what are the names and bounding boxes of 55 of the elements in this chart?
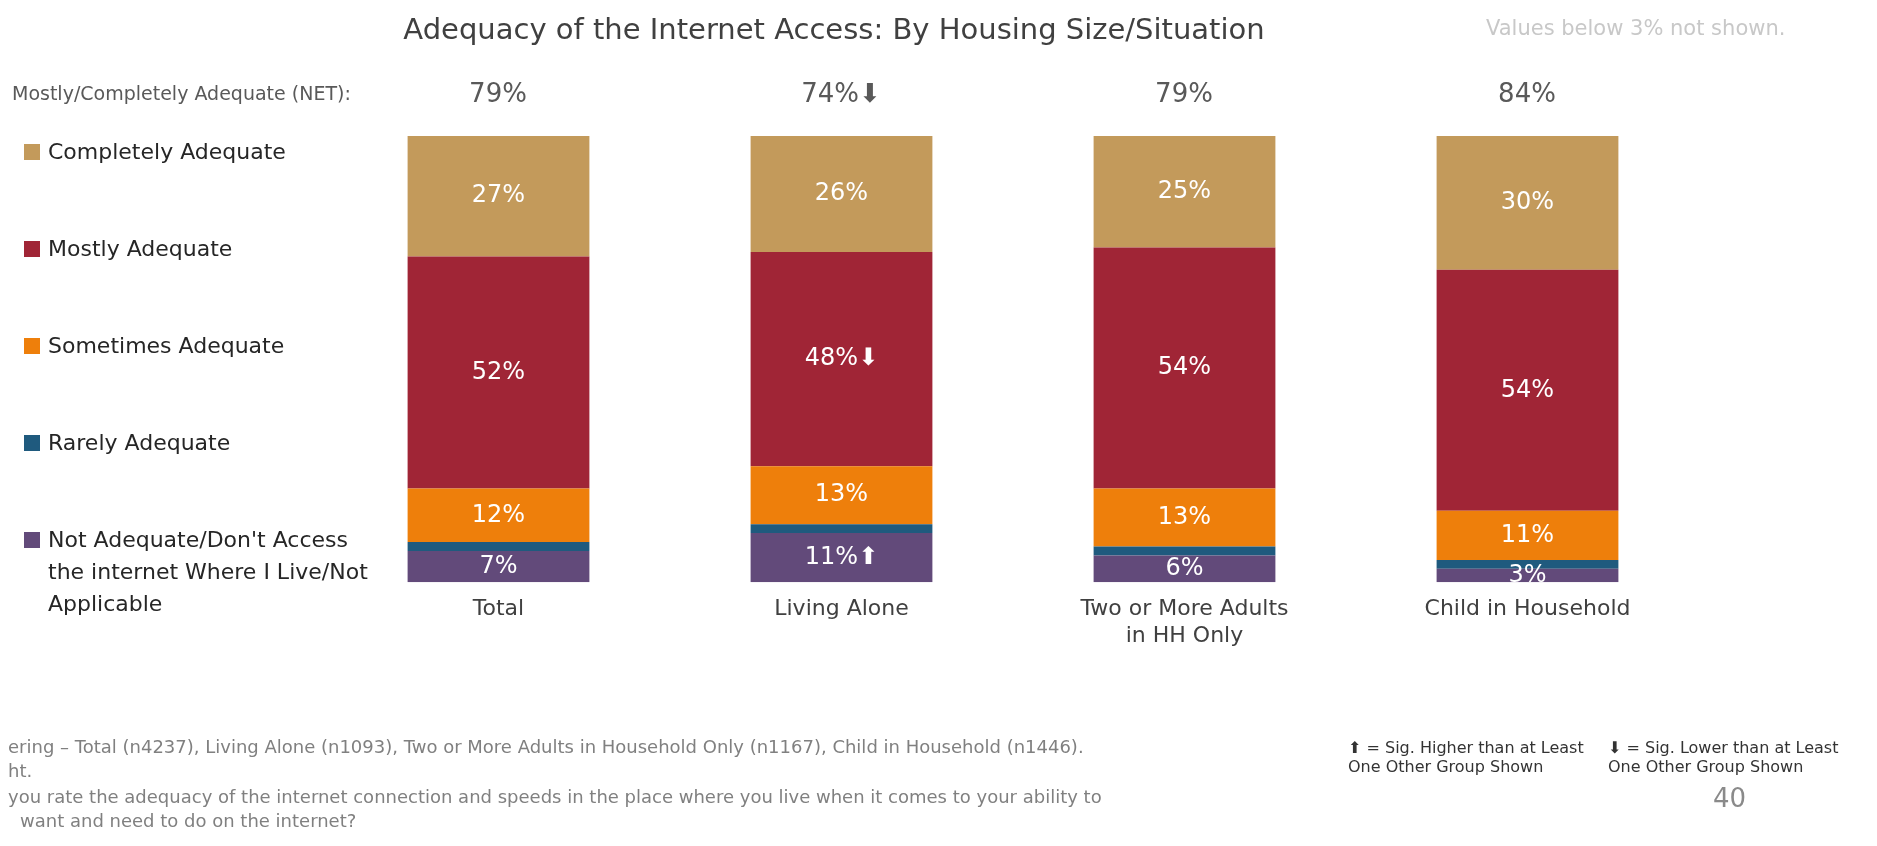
data-label: 54%: [1500, 374, 1555, 403]
data-label: 30%: [1500, 187, 1555, 216]
data-label: 11%⬆: [804, 541, 879, 570]
text: ering – Total (n4237), Living Alone (n1093), Two or More Adults in Household Only (n1167), Child in Household (n1446).: [8, 736, 1084, 758]
x-tick-label: Two or More Adults in HH Only: [1079, 595, 1289, 647]
bar: [1436, 510, 1619, 560]
data-label: 54%: [1157, 352, 1212, 381]
data-label: 6%: [1165, 553, 1204, 582]
bar: [1436, 269, 1619, 511]
bar: [750, 533, 933, 583]
data-label: 12%: [471, 499, 526, 528]
bar: [750, 466, 933, 525]
text: ht.: [8, 760, 33, 782]
bar: [750, 524, 933, 534]
text: ⬇ = Sig. Lower than at Least One Other Group Shown: [1608, 738, 1840, 777]
bar: [407, 136, 590, 257]
bar: [1093, 247, 1276, 489]
bar: [750, 136, 933, 253]
bar: [407, 256, 590, 489]
data-label: 25%: [1157, 176, 1212, 205]
legend-label: Mostly Adequate: [48, 235, 233, 263]
x-tick-label: Living Alone: [774, 595, 909, 621]
bar: [407, 542, 590, 551]
text: 84%: [1497, 78, 1557, 110]
bar: [1093, 555, 1276, 583]
text: 40: [1713, 783, 1747, 815]
x-tick-label: Child in Household: [1424, 595, 1631, 621]
data-label: 7%: [479, 550, 518, 579]
text: 79%: [468, 78, 528, 110]
text: 79%: [1154, 78, 1214, 110]
text: ⬆ = Sig. Higher than at Least One Other Group Shown: [1348, 738, 1585, 777]
x-tick-label: Total: [471, 595, 525, 621]
data-label: 52%: [471, 356, 526, 385]
text: want and need to do on the internet?: [20, 810, 357, 832]
chart-title: Adequacy of the Internet Access: By Housing Size/Situation: [402, 12, 1266, 46]
bar: [1093, 488, 1276, 547]
data-label: 13%: [1157, 501, 1212, 530]
data-label: 13%: [814, 479, 869, 508]
data-label: 26%: [814, 178, 869, 207]
bar: [750, 252, 933, 467]
legend-label: Not Adequate/Don't Access the internet Where I Live/Not Applicable: [48, 526, 369, 618]
bar: [407, 550, 590, 583]
data-label: 27%: [471, 180, 526, 209]
legend-label: Rarely Adequate: [48, 429, 231, 457]
bar: [407, 488, 590, 543]
legend-label: Sometimes Adequate: [48, 332, 285, 360]
data-label: 11%: [1500, 519, 1555, 548]
text: Mostly/Completely Adequate (NET):: [12, 82, 351, 105]
bar: [1436, 136, 1619, 270]
bar: [1093, 136, 1276, 248]
text: you rate the adequacy of the internet connection and speeds in the place where you live when it comes to your ability to: [8, 786, 1102, 808]
data-label: 48%⬇: [804, 343, 879, 372]
legend-label: Completely Adequate: [48, 138, 286, 166]
text: 74%⬇: [800, 78, 882, 110]
data-label: 3%: [1508, 559, 1547, 588]
